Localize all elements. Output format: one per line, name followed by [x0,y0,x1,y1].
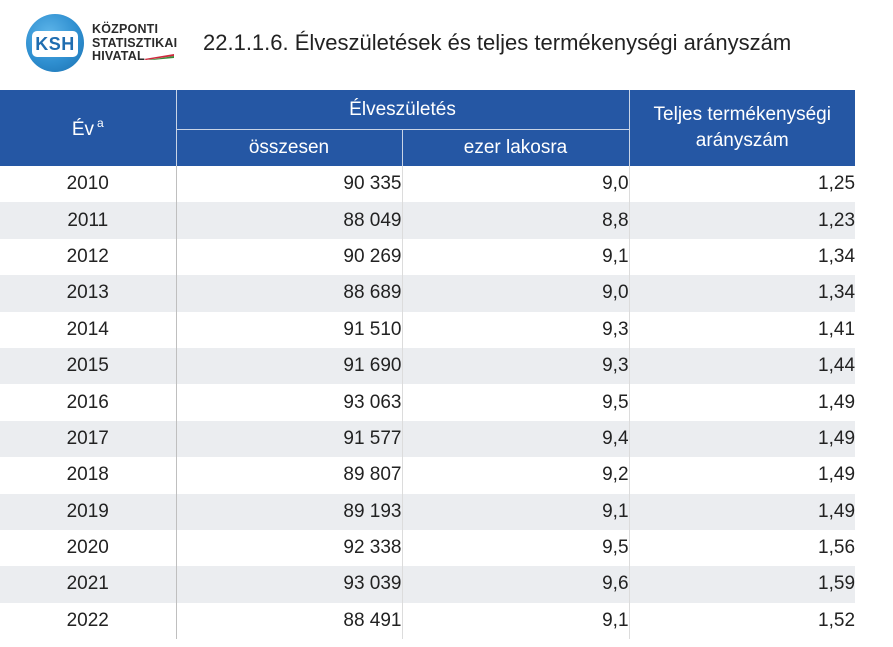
cell-total: 93 063 [176,384,403,421]
cell-year: 2019 [0,493,177,530]
cell-per-thousand: 9,1 [402,602,630,640]
cell-tfr: 1,41 [818,318,856,340]
cell-per-thousand: 9,1 [402,493,630,530]
cell-year: 2021 [0,566,177,603]
page-header: KSH KÖZPONTI STATISZTIKAI HIVATAL 22.1.1… [0,0,893,90]
logo-line-1: KÖZPONTI [92,22,159,36]
logo-line-2: STATISZTIKAI [92,35,178,50]
logo-wordmark: KÖZPONTI STATISZTIKAI HIVATAL [92,22,178,64]
table-row: 2010 90 335 9,0 1,25 [0,166,856,203]
cell-year: 2014 [0,311,177,348]
cell-tfr: 1,56 [818,537,856,559]
cell-tfr: 1,25 [818,173,856,195]
cell-per-thousand: 9,1 [402,238,630,276]
cell-per-thousand: 9,3 [402,347,630,385]
cell-tfr: 1,49 [818,464,856,486]
cell-year: 2017 [0,420,177,458]
logo-line-3: HIVATAL [92,49,145,63]
cell-total: 88 049 [176,202,403,239]
cell-total: 88 491 [176,602,403,640]
cell-total: 91 510 [176,311,403,348]
cell-tfr: 1,49 [818,391,856,413]
table-row: 2011 88 049 8,8 1,23 [0,202,856,239]
column-group-live-births: Élveszületés [176,90,630,130]
births-table: Év a Élveszületés Teljes termékenységi ar… [0,90,856,640]
cell-tfr: 1,34 [818,245,856,267]
cell-total: 91 577 [176,420,403,458]
cell-total: 88 689 [176,275,403,312]
flag-swoosh-icon [144,54,174,60]
cell-tfr: 1,34 [629,275,856,312]
cell-total: 92 338 [176,529,403,567]
table-row: 2018 89 807 9,2 1,49 [0,457,856,494]
ksh-logo[interactable]: KSH KÖZPONTI STATISZTIKAI HIVATAL [26,14,178,78]
table-row: 2019 89 193 9,1 1,49 [0,493,856,530]
cell-year: 2016 [0,384,177,421]
table-row: 2020 92 338 9,5 1,56 [0,529,856,567]
cell-year: 2015 [0,347,177,385]
cell-year: 2020 [0,529,177,567]
cell-per-thousand: 9,2 [402,457,630,494]
cell-year: 2022 [0,602,177,640]
cell-per-thousand: 9,5 [402,384,630,421]
table-row: 2021 93 039 9,6 1,59 [0,566,856,603]
column-header-tfr: Teljes termékenységi arányszám [629,90,856,166]
cell-tfr: 1,59 [629,566,856,603]
cell-total: 89 807 [176,457,403,494]
table-row: 2017 91 577 9,4 1,49 [0,420,856,458]
year-label: Év [71,118,94,140]
cell-total: 89 193 [176,493,403,530]
cell-tfr: 1,23 [629,202,856,239]
table-row: 2014 91 510 9,3 1,41 [0,311,856,348]
cell-year: 2011 [0,202,177,239]
logo-abbreviation: KSH [32,31,78,57]
cell-total: 93 039 [176,566,403,603]
cell-per-thousand: 9,0 [402,275,630,312]
table-row: 2016 93 063 9,5 1,49 [0,384,856,421]
cell-total: 90 335 [176,166,403,203]
column-header-total: összesen [176,129,403,166]
table-row: 2012 90 269 9,1 1,34 [0,238,856,276]
cell-per-thousand: 9,4 [402,420,630,458]
cell-year: 2018 [0,457,177,494]
cell-year: 2012 [0,238,177,276]
cell-tfr: 1,49 [629,493,856,530]
cell-per-thousand: 9,3 [402,311,630,348]
page-title: 22.1.1.6. Élveszületések és teljes termé… [203,30,792,55]
cell-per-thousand: 8,8 [402,202,630,239]
cell-year: 2010 [0,166,177,203]
cell-total: 91 690 [176,347,403,385]
table-row: 2015 91 690 9,3 1,44 [0,347,856,385]
cell-tfr: 1,52 [818,609,856,631]
year-footnote-marker[interactable]: a [97,115,104,130]
table-row: 2022 88 491 9,1 1,52 [0,602,856,640]
cell-per-thousand: 9,5 [402,529,630,567]
column-header-per-thousand: ezer lakosra [402,129,630,166]
column-header-year: Év a [0,90,177,166]
cell-year: 2013 [0,275,177,312]
cell-tfr: 1,49 [629,420,856,458]
cell-total: 90 269 [176,238,403,276]
cell-tfr: 1,44 [629,347,856,385]
table-row: 2013 88 689 9,0 1,34 [0,275,856,312]
cell-per-thousand: 9,0 [402,166,630,203]
cell-per-thousand: 9,6 [402,566,630,603]
